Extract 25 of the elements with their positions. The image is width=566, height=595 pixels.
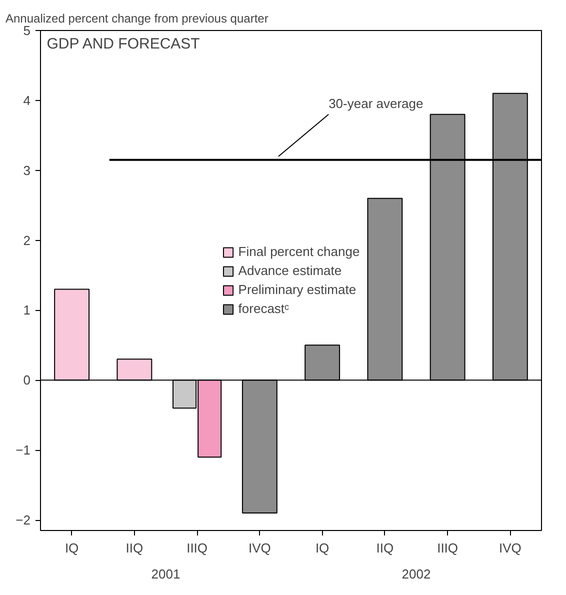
x-tick-label: IVQ [248, 540, 271, 556]
x-tick-label: IIIQ [186, 540, 208, 556]
text: 2002 [402, 566, 431, 582]
y-tick-label: 2 [23, 232, 31, 248]
chart-title: GDP AND FORECAST [46, 36, 200, 52]
legend-label: Final percent change [238, 244, 360, 259]
x-tick-label: IQ [64, 540, 79, 556]
text: 2001 [151, 566, 180, 582]
y-tick-label: 0 [23, 372, 31, 388]
x-tick-label: IIQ [376, 540, 394, 556]
y-axis-title: Annualized percent change from previous quarter [6, 12, 268, 26]
x-tick-label: IVQ [498, 540, 522, 556]
x-tick-label: IQ [315, 540, 330, 556]
y-tick-label: −1 [16, 442, 31, 458]
legend-label: Preliminary estimate [238, 282, 356, 297]
legend-label: forecastᶜ [238, 301, 290, 316]
y-tick-label: 3 [23, 162, 31, 178]
y-tick-label: 1 [23, 302, 31, 318]
y-tick-label: 5 [23, 23, 31, 38]
ref-line-label: 30-year average [328, 96, 424, 111]
legend-label: Advance estimate [238, 263, 342, 278]
y-tick-label: −2 [16, 512, 31, 528]
x-tick-label: IIIQ [437, 540, 458, 556]
y-tick-label: 4 [23, 92, 31, 108]
x-tick-label: IIQ [126, 540, 144, 556]
